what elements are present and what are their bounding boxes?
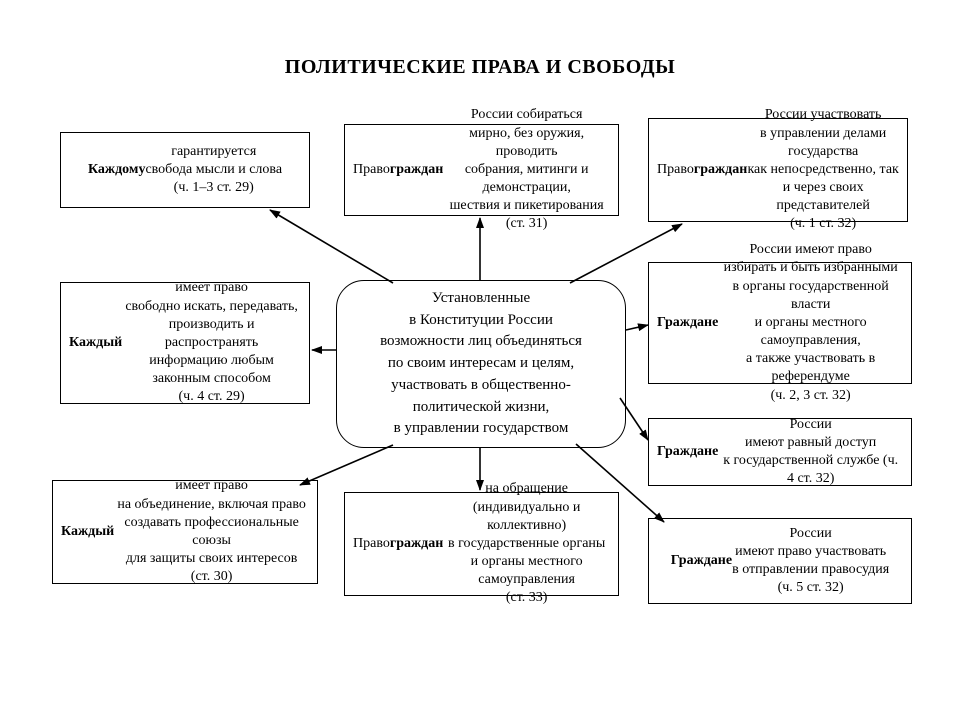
box-b2: Право граждан России собиратьсямирно, бе…	[344, 124, 619, 216]
arrow	[300, 445, 393, 485]
box-b9: Граждане Россииимеют право участвоватьв …	[648, 518, 912, 604]
box-b3: Право граждан России участвоватьв управл…	[648, 118, 908, 222]
box-b5: Граждане России имеют правоизбирать и бы…	[648, 262, 912, 384]
box-b7: Каждый имеет правона объединение, включа…	[52, 480, 318, 584]
box-b4: Каждый имеет правосвободно искать, перед…	[60, 282, 310, 404]
box-b8: Право граждан на обращение(индивидуально…	[344, 492, 619, 596]
box-b1: Каждому гарантируетсясвобода мысли и сло…	[60, 132, 310, 208]
box-b6: Граждане Россииимеют равный доступк госу…	[648, 418, 912, 486]
arrow	[270, 210, 393, 283]
center-node: Установленныев Конституции Россиивозможн…	[336, 280, 626, 448]
arrow	[626, 325, 648, 330]
diagram-title: ПОЛИТИЧЕСКИЕ ПРАВА И СВОБОДЫ	[0, 56, 960, 79]
